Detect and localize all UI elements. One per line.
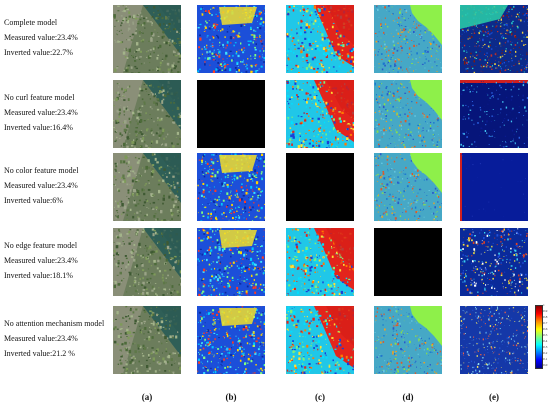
row-label: No attention mechanism model Measured val… bbox=[4, 316, 104, 361]
panel-curl bbox=[374, 80, 442, 148]
row-label-line: Measured value:23.4% bbox=[4, 256, 78, 265]
panel-edge bbox=[197, 228, 265, 296]
row-label-line: Inverted value:21.2 % bbox=[4, 349, 75, 358]
row-label-line: No edge feature model bbox=[4, 241, 78, 250]
row-label-line: No curl feature model bbox=[4, 93, 75, 102]
colorbar-tick-label: 0.3 bbox=[543, 345, 548, 349]
panel-rgb bbox=[113, 228, 181, 296]
column-label: (c) bbox=[315, 392, 325, 402]
row-label-line: Measured value:23.4% bbox=[4, 181, 78, 190]
colorbar-tick-label: 0.4 bbox=[543, 339, 548, 343]
panel-attention-speckle bbox=[460, 5, 528, 73]
column-label: (d) bbox=[402, 392, 414, 402]
panel-rgb bbox=[113, 306, 181, 374]
panel-rgb bbox=[113, 5, 181, 73]
panel-color bbox=[286, 5, 354, 73]
row-label: Complete model Measured value:23.4% Invert… bbox=[4, 15, 78, 60]
colorbar-tick-label: 0.8 bbox=[543, 315, 548, 319]
column-label: (e) bbox=[489, 392, 499, 402]
panel-black bbox=[374, 228, 442, 296]
colorbar-tick-label: 0.9 bbox=[543, 309, 548, 313]
row-label: No edge feature model Measured value:23.4… bbox=[4, 238, 78, 283]
panel-curl bbox=[374, 306, 442, 374]
colorbar-tick-label: 0.5 bbox=[543, 333, 548, 337]
row-label: No curl feature model Measured value:23.4… bbox=[4, 90, 78, 135]
panel-color bbox=[286, 228, 354, 296]
column-label: (a) bbox=[141, 392, 153, 402]
row-label-line: No attention mechanism model bbox=[4, 319, 105, 328]
row-label-line: Inverted value:22.7% bbox=[4, 48, 73, 57]
panel-edge bbox=[197, 306, 265, 374]
colorbar-tick-label: 1 bbox=[543, 303, 545, 307]
panel-black bbox=[286, 153, 354, 221]
colorbar-tick-label: 0.1 bbox=[543, 357, 548, 361]
row-label-line: Measured value:23.4% bbox=[4, 108, 78, 117]
panel-rgb bbox=[113, 80, 181, 148]
row-label-line: Measured value:23.4% bbox=[4, 334, 78, 343]
panel-curl bbox=[374, 5, 442, 73]
row-label: No color feature model Measured value:23.… bbox=[4, 163, 78, 208]
row-label-line: Inverted value:6% bbox=[4, 196, 63, 205]
panel-black bbox=[197, 80, 265, 148]
panel-color bbox=[286, 80, 354, 148]
panel-rgb bbox=[113, 153, 181, 221]
row-label-line: Complete model bbox=[4, 18, 58, 27]
row-label-line: Inverted value:18.1% bbox=[4, 271, 73, 280]
colorbar-tick-label: 0.7 bbox=[543, 321, 548, 325]
panel-color bbox=[286, 306, 354, 374]
row-label-line: Inverted value:16.4% bbox=[4, 123, 73, 132]
panel-edge bbox=[197, 153, 265, 221]
colorbar-tick-label: 0.6 bbox=[543, 327, 548, 331]
column-label: (b) bbox=[225, 392, 237, 402]
row-label-line: No color feature model bbox=[4, 166, 79, 175]
panel-attention-texture bbox=[460, 306, 528, 374]
colorbar-tick-label: 0.0 bbox=[543, 363, 548, 367]
colorbar-tick-label: 0.2 bbox=[543, 351, 548, 355]
row-label-line: Measured value:23.4% bbox=[4, 33, 78, 42]
panel-attention-mid bbox=[460, 228, 528, 296]
panel-edge bbox=[197, 5, 265, 73]
colorbar bbox=[535, 305, 543, 369]
panel-attention-flat bbox=[460, 153, 528, 221]
panel-attention-dark bbox=[460, 80, 528, 148]
panel-curl bbox=[374, 153, 442, 221]
